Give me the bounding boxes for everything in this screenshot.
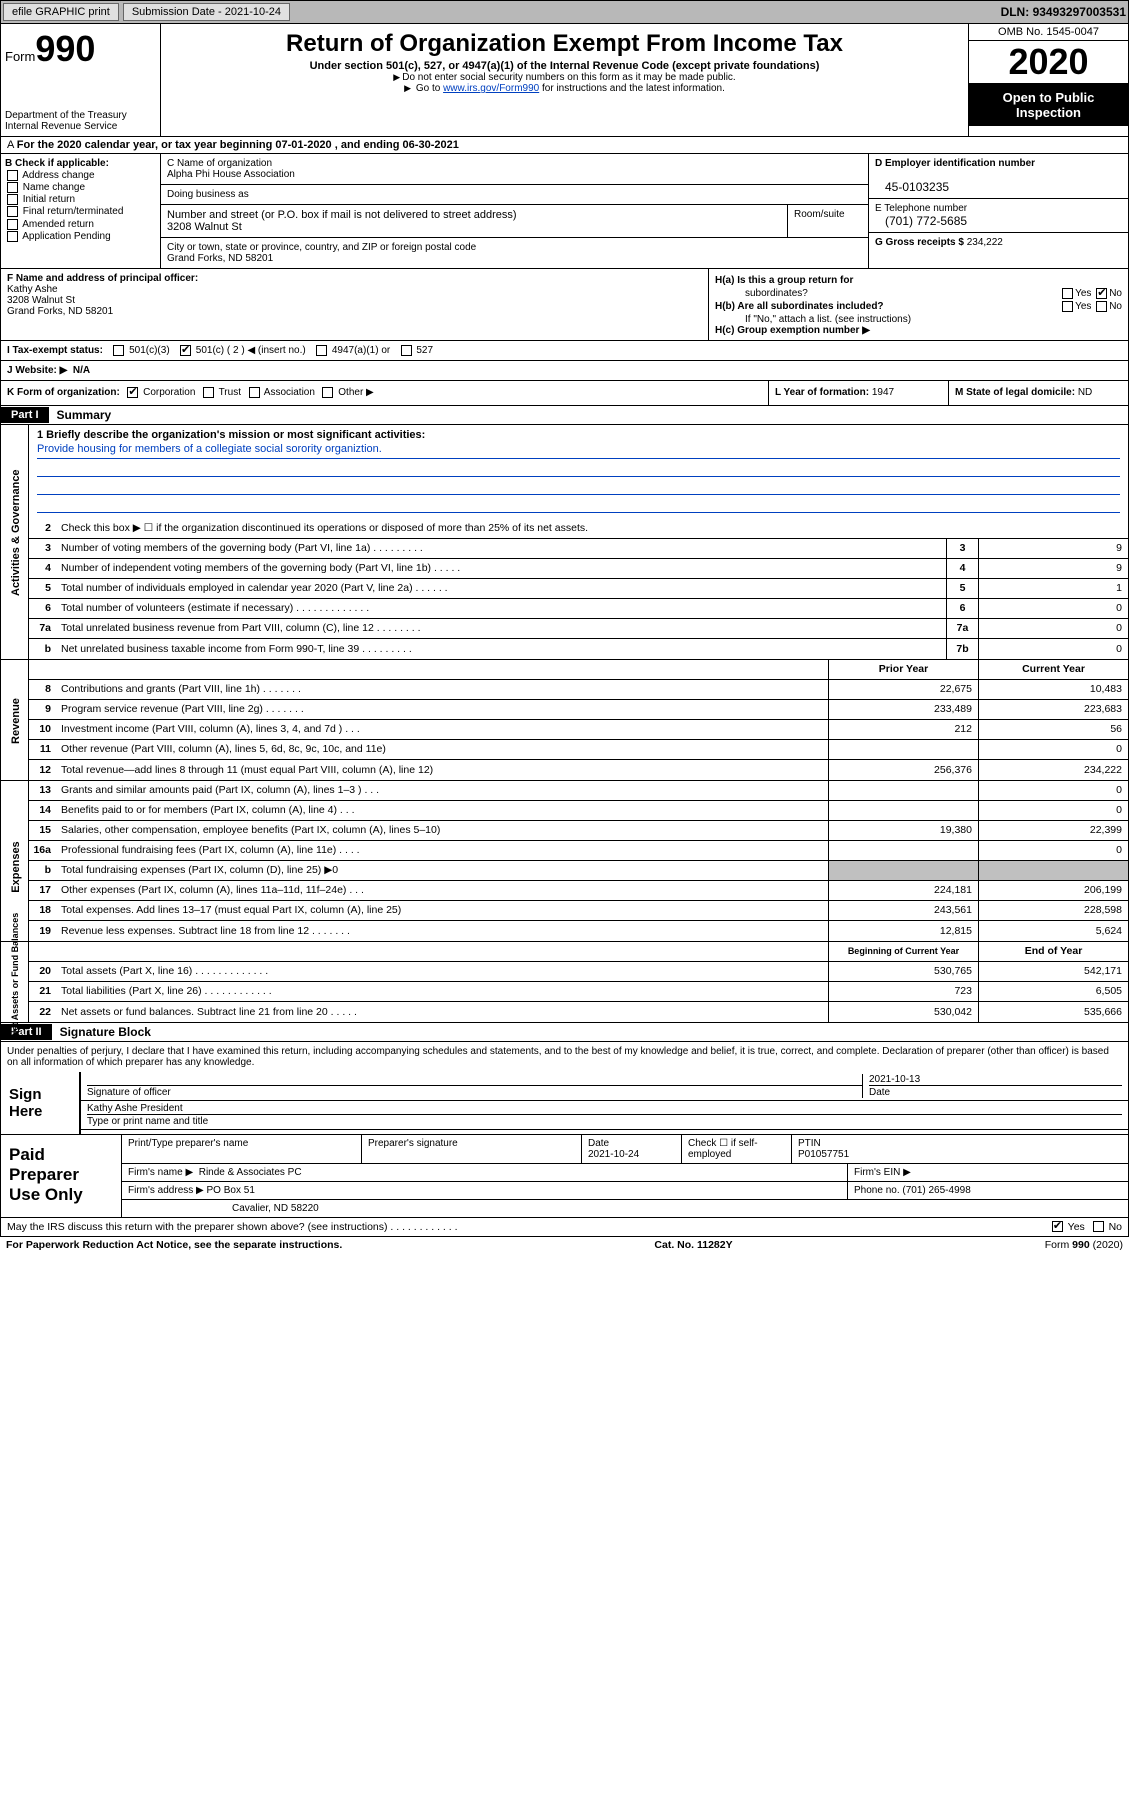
line-10: 10Investment income (Part VIII, column (… [29, 720, 1128, 740]
ptin: PTINP01057751 [792, 1135, 1128, 1163]
firm-address-2: Cavalier, ND 58220 [122, 1200, 1128, 1217]
line-17: 17Other expenses (Part IX, column (A), l… [29, 881, 1128, 901]
tax-period: A For the 2020 calendar year, or tax yea… [0, 137, 1129, 154]
line-20: 20Total assets (Part X, line 16) . . . .… [29, 962, 1128, 982]
column-headers-2: Beginning of Current Year End of Year [29, 942, 1128, 962]
firm-name: Firm's name ▶ Rinde & Associates PC [122, 1164, 848, 1181]
principal-officer: F Name and address of principal officer:… [1, 269, 708, 340]
public-inspection: Open to Public Inspection [969, 84, 1128, 126]
line-2: 2Check this box ▶ ☐ if the organization … [29, 519, 1128, 539]
line-6: 6Total number of volunteers (estimate if… [29, 599, 1128, 619]
ssn-note: Do not enter social security numbers on … [169, 72, 960, 83]
org-name: C Name of organizationAlpha Phi House As… [161, 154, 868, 185]
instructions-link[interactable]: www.irs.gov/Form990 [443, 83, 539, 94]
line-8: 8Contributions and grants (Part VIII, li… [29, 680, 1128, 700]
perjury-declaration: Under penalties of perjury, I declare th… [1, 1042, 1128, 1072]
line-16a: 16aProfessional fundraising fees (Part I… [29, 841, 1128, 861]
line-4: 4Number of independent voting members of… [29, 559, 1128, 579]
sign-date: 2021-10-13 [869, 1074, 1122, 1085]
line-7a: 7aTotal unrelated business revenue from … [29, 619, 1128, 639]
form-subtitle: Under section 501(c), 527, or 4947(a)(1)… [169, 60, 960, 72]
page-footer: For Paperwork Reduction Act Notice, see … [0, 1237, 1129, 1253]
form-of-org: K Form of organization: Corporation Trus… [1, 381, 768, 404]
line-11: 11Other revenue (Part VIII, column (A), … [29, 740, 1128, 760]
line-5: 5Total number of individuals employed in… [29, 579, 1128, 599]
mission-statement: 1 Briefly describe the organization's mi… [29, 425, 1128, 519]
state-domicile: M State of legal domicile: ND [948, 381, 1128, 404]
line-19: 19Revenue less expenses. Subtract line 1… [29, 921, 1128, 941]
checkbox-column-b: B Check if applicable: Address change Na… [1, 154, 161, 268]
city-state-zip: City or town, state or province, country… [161, 237, 868, 268]
line-3: 3Number of voting members of the governi… [29, 539, 1128, 559]
form-header: Form990 Department of the Treasury Inter… [0, 24, 1129, 137]
part2-title: Signature Block [52, 1023, 159, 1041]
dept-treasury: Department of the Treasury Internal Reve… [5, 70, 156, 132]
column-headers: Prior Year Current Year [29, 660, 1128, 680]
paid-preparer-label: Paid Preparer Use Only [1, 1135, 121, 1217]
omb-number: OMB No. 1545-0047 [969, 24, 1128, 41]
gross-receipts: G Gross receipts $ 234,222 [869, 233, 1128, 252]
preparer-sig-label: Preparer's signature [362, 1135, 582, 1163]
self-employed-check: Check ☐ if self-employed [682, 1135, 792, 1163]
vtab-revenue: Revenue [1, 660, 29, 780]
tax-exempt-status: I Tax-exempt status: 501(c)(3) 501(c) ( … [0, 341, 1129, 361]
vtab-governance: Activities & Governance [1, 425, 29, 659]
firm-ein: Firm's EIN ▶ [848, 1164, 1128, 1181]
telephone: E Telephone number(701) 772-5685 [869, 199, 1128, 233]
signature-label: Signature of officer [87, 1085, 862, 1098]
form-number: Form990 [5, 28, 156, 70]
vtab-netassets: Net Assets or Fund Balances [1, 942, 29, 1022]
line-22: 22Net assets or fund balances. Subtract … [29, 1002, 1128, 1022]
line-15: 15Salaries, other compensation, employee… [29, 821, 1128, 841]
dln: DLN: 93493297003531 [1001, 5, 1126, 19]
officer-name: Kathy Ashe President [87, 1103, 1122, 1114]
line-13: 13Grants and similar amounts paid (Part … [29, 781, 1128, 801]
room-suite: Room/suite [788, 205, 868, 237]
tax-year: 2020 [969, 41, 1128, 84]
line-18: 18Total expenses. Add lines 13–17 (must … [29, 901, 1128, 921]
line-21: 21Total liabilities (Part X, line 26) . … [29, 982, 1128, 1002]
irs-discuss-question: May the IRS discuss this return with the… [0, 1218, 1129, 1237]
sign-here-label: Sign Here [1, 1072, 81, 1134]
submission-date-button[interactable]: Submission Date - 2021-10-24 [123, 3, 290, 21]
instructions-note: Go to www.irs.gov/Form990 for instructio… [169, 83, 960, 94]
website: J Website: ▶ N/A [0, 361, 1129, 381]
firm-address: Firm's address ▶ PO Box 51 [122, 1182, 848, 1199]
part2-header: Part II [1, 1024, 52, 1040]
group-return: H(a) Is this a group return for subordin… [708, 269, 1128, 340]
street-address: Number and street (or P.O. box if mail i… [161, 205, 788, 237]
ein: D Employer identification number45-01032… [869, 154, 1128, 199]
line-9: 9Program service revenue (Part VIII, lin… [29, 700, 1128, 720]
prep-date: Date2021-10-24 [582, 1135, 682, 1163]
form-title: Return of Organization Exempt From Incom… [169, 30, 960, 58]
firm-phone: Phone no. (701) 265-4998 [848, 1182, 1128, 1199]
part1-title: Summary [49, 406, 120, 424]
line-14: 14Benefits paid to or for members (Part … [29, 801, 1128, 821]
line-b: bTotal fundraising expenses (Part IX, co… [29, 861, 1128, 881]
part1-header: Part I [1, 407, 49, 423]
line-12: 12Total revenue—add lines 8 through 11 (… [29, 760, 1128, 780]
line-b: bNet unrelated business taxable income f… [29, 639, 1128, 659]
efile-button[interactable]: efile GRAPHIC print [3, 3, 119, 21]
year-formation: L Year of formation: 1947 [768, 381, 948, 404]
dba: Doing business as [161, 185, 868, 205]
preparer-name-label: Print/Type preparer's name [122, 1135, 362, 1163]
topbar: efile GRAPHIC print Submission Date - 20… [0, 0, 1129, 24]
